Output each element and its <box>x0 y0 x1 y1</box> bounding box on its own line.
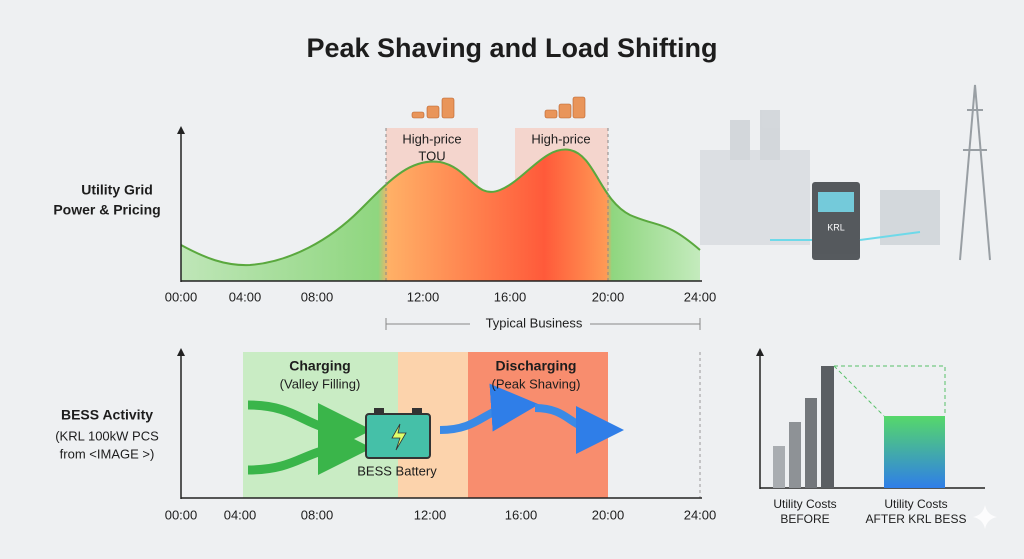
load-curve <box>180 148 701 267</box>
phase-subtitle: (Valley Filling) <box>280 376 361 391</box>
panel-label: from <IMAGE >) <box>60 446 155 461</box>
axis-arrow <box>177 126 185 134</box>
cost-bar <box>789 422 801 488</box>
time-tick-label: 24:00 <box>684 289 717 304</box>
discharge-arrow <box>439 383 539 434</box>
zone-label: High-price <box>531 131 590 146</box>
cost-bar <box>821 366 834 488</box>
time-tick-label: 16:00 <box>505 507 538 522</box>
industrial-backdrop: KRL <box>700 84 991 261</box>
cost-label: BEFORE <box>780 512 829 526</box>
cost-label: Utility Costs <box>884 497 947 511</box>
time-tick-label: 04:00 <box>224 507 257 522</box>
charge-arrow <box>247 421 372 476</box>
time-tick-label: 12:00 <box>407 289 440 304</box>
coins <box>411 96 586 119</box>
reduction-guide <box>833 365 946 417</box>
time-tick-label: 20:00 <box>592 289 625 304</box>
cabinet-label: KRL <box>827 222 845 232</box>
cost-bar <box>773 446 785 488</box>
time-tick-label: 08:00 <box>301 507 334 522</box>
title: Peak Shaving and Load Shifting <box>306 33 717 63</box>
axis-arrow <box>177 348 185 356</box>
sparkle <box>973 505 997 529</box>
time-tick-label: 00:00 <box>165 289 198 304</box>
phase-title: Discharging <box>496 358 577 374</box>
time-tick-label: 16:00 <box>494 289 527 304</box>
time-tick-label: 20:00 <box>592 507 625 522</box>
span-label: Typical Business <box>486 315 583 330</box>
time-tick-label: 04:00 <box>229 289 262 304</box>
zone-label: TOU <box>418 148 445 163</box>
time-tick-label: 08:00 <box>301 289 334 304</box>
cost-bar-after <box>884 416 945 488</box>
panel-label: Power & Pricing <box>53 202 160 218</box>
time-tick-label: 00:00 <box>165 507 198 522</box>
panel-label: BESS Activity <box>61 407 153 423</box>
time-tick-label: 12:00 <box>414 507 447 522</box>
cost-label: AFTER KRL BESS <box>866 512 967 526</box>
battery-label: BESS Battery <box>357 463 437 478</box>
cost-label: Utility Costs <box>773 497 836 511</box>
time-tick-label: 24:00 <box>684 507 717 522</box>
panel-label: Utility Grid <box>81 182 153 198</box>
phase-subtitle: (Peak Shaving) <box>492 376 581 391</box>
panel-label: (KRL 100kW PCS <box>55 428 159 443</box>
span-bracket <box>385 318 701 330</box>
battery-icon <box>365 408 431 459</box>
axis-arrow <box>756 348 764 356</box>
load-area <box>181 149 700 281</box>
zone-label: High-price <box>402 131 461 146</box>
discharge-arrow <box>534 404 624 454</box>
phase-title: Charging <box>289 358 350 374</box>
cost-bar <box>805 398 817 488</box>
